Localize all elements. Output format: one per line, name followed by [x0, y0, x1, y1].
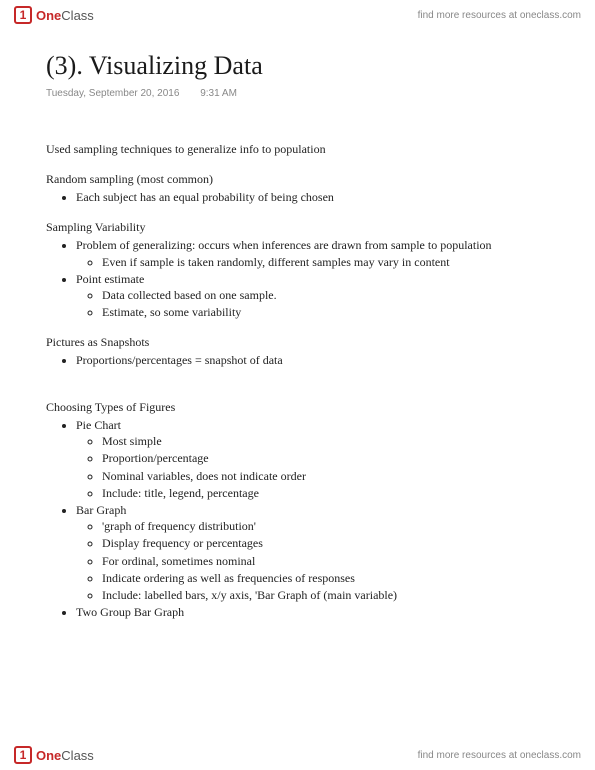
list-item: Data collected based on one sample.	[102, 287, 555, 303]
logo-text: OneClass	[36, 748, 94, 763]
list-snapshots: Proportions/percentages = snapshot of da…	[46, 352, 555, 368]
list-item: Estimate, so some variability	[102, 304, 555, 320]
doc-time: 9:31 AM	[200, 88, 237, 99]
list-item: Include: labelled bars, x/y axis, 'Bar G…	[102, 587, 555, 603]
intro-text: Used sampling techniques to generalize i…	[46, 141, 555, 157]
list-item: Most simple	[102, 433, 555, 449]
doc-date: Tuesday, September 20, 2016	[46, 88, 179, 99]
list-item: Indicate ordering as well as frequencies…	[102, 570, 555, 586]
list-item-two-group: Two Group Bar Graph	[76, 604, 555, 620]
list-item-bar: Bar Graph 'graph of frequency distributi…	[76, 502, 555, 603]
section-sampling-variability: Sampling Variability	[46, 219, 555, 235]
logo-icon: 1	[14, 6, 32, 24]
list-item: Even if sample is taken randomly, differ…	[102, 254, 555, 270]
list-item: Include: title, legend, percentage	[102, 485, 555, 501]
page-header: 1 OneClass find more resources at onecla…	[0, 0, 595, 30]
list-item-text: Point estimate	[76, 272, 144, 286]
list-item: For ordinal, sometimes nominal	[102, 553, 555, 569]
page-title: (3). Visualizing Data	[46, 48, 555, 83]
list-figures: Pie Chart Most simple Proportion/percent…	[46, 417, 555, 620]
logo-icon: 1	[14, 746, 32, 764]
section-figures: Choosing Types of Figures	[46, 399, 555, 415]
page-footer: 1 OneClass find more resources at onecla…	[0, 740, 595, 770]
list-item: Problem of generalizing: occurs when inf…	[76, 237, 555, 269]
list-item: Point estimate Data collected based on o…	[76, 271, 555, 321]
list-item-text: Problem of generalizing: occurs when inf…	[76, 238, 492, 252]
brand-logo: 1 OneClass	[14, 6, 94, 24]
list-item-text: Bar Graph	[76, 503, 126, 517]
list-item: Each subject has an equal probability of…	[76, 189, 555, 205]
section-snapshots: Pictures as Snapshots	[46, 334, 555, 350]
list-random-sampling: Each subject has an equal probability of…	[46, 189, 555, 205]
brand-logo-footer: 1 OneClass	[14, 746, 94, 764]
list-item-pie: Pie Chart Most simple Proportion/percent…	[76, 417, 555, 501]
resources-link-bottom[interactable]: find more resources at oneclass.com	[418, 750, 581, 761]
list-item: Display frequency or percentages	[102, 535, 555, 551]
doc-meta: Tuesday, September 20, 2016 9:31 AM	[46, 87, 555, 101]
list-item: 'graph of frequency distribution'	[102, 518, 555, 534]
document-body: (3). Visualizing Data Tuesday, September…	[46, 48, 555, 634]
list-item-text: Pie Chart	[76, 418, 121, 432]
section-random-sampling: Random sampling (most common)	[46, 171, 555, 187]
list-item: Nominal variables, does not indicate ord…	[102, 468, 555, 484]
list-item: Proportions/percentages = snapshot of da…	[76, 352, 555, 368]
resources-link-top[interactable]: find more resources at oneclass.com	[418, 10, 581, 21]
logo-text: OneClass	[36, 8, 94, 23]
list-sampling-variability: Problem of generalizing: occurs when inf…	[46, 237, 555, 320]
list-item: Proportion/percentage	[102, 450, 555, 466]
